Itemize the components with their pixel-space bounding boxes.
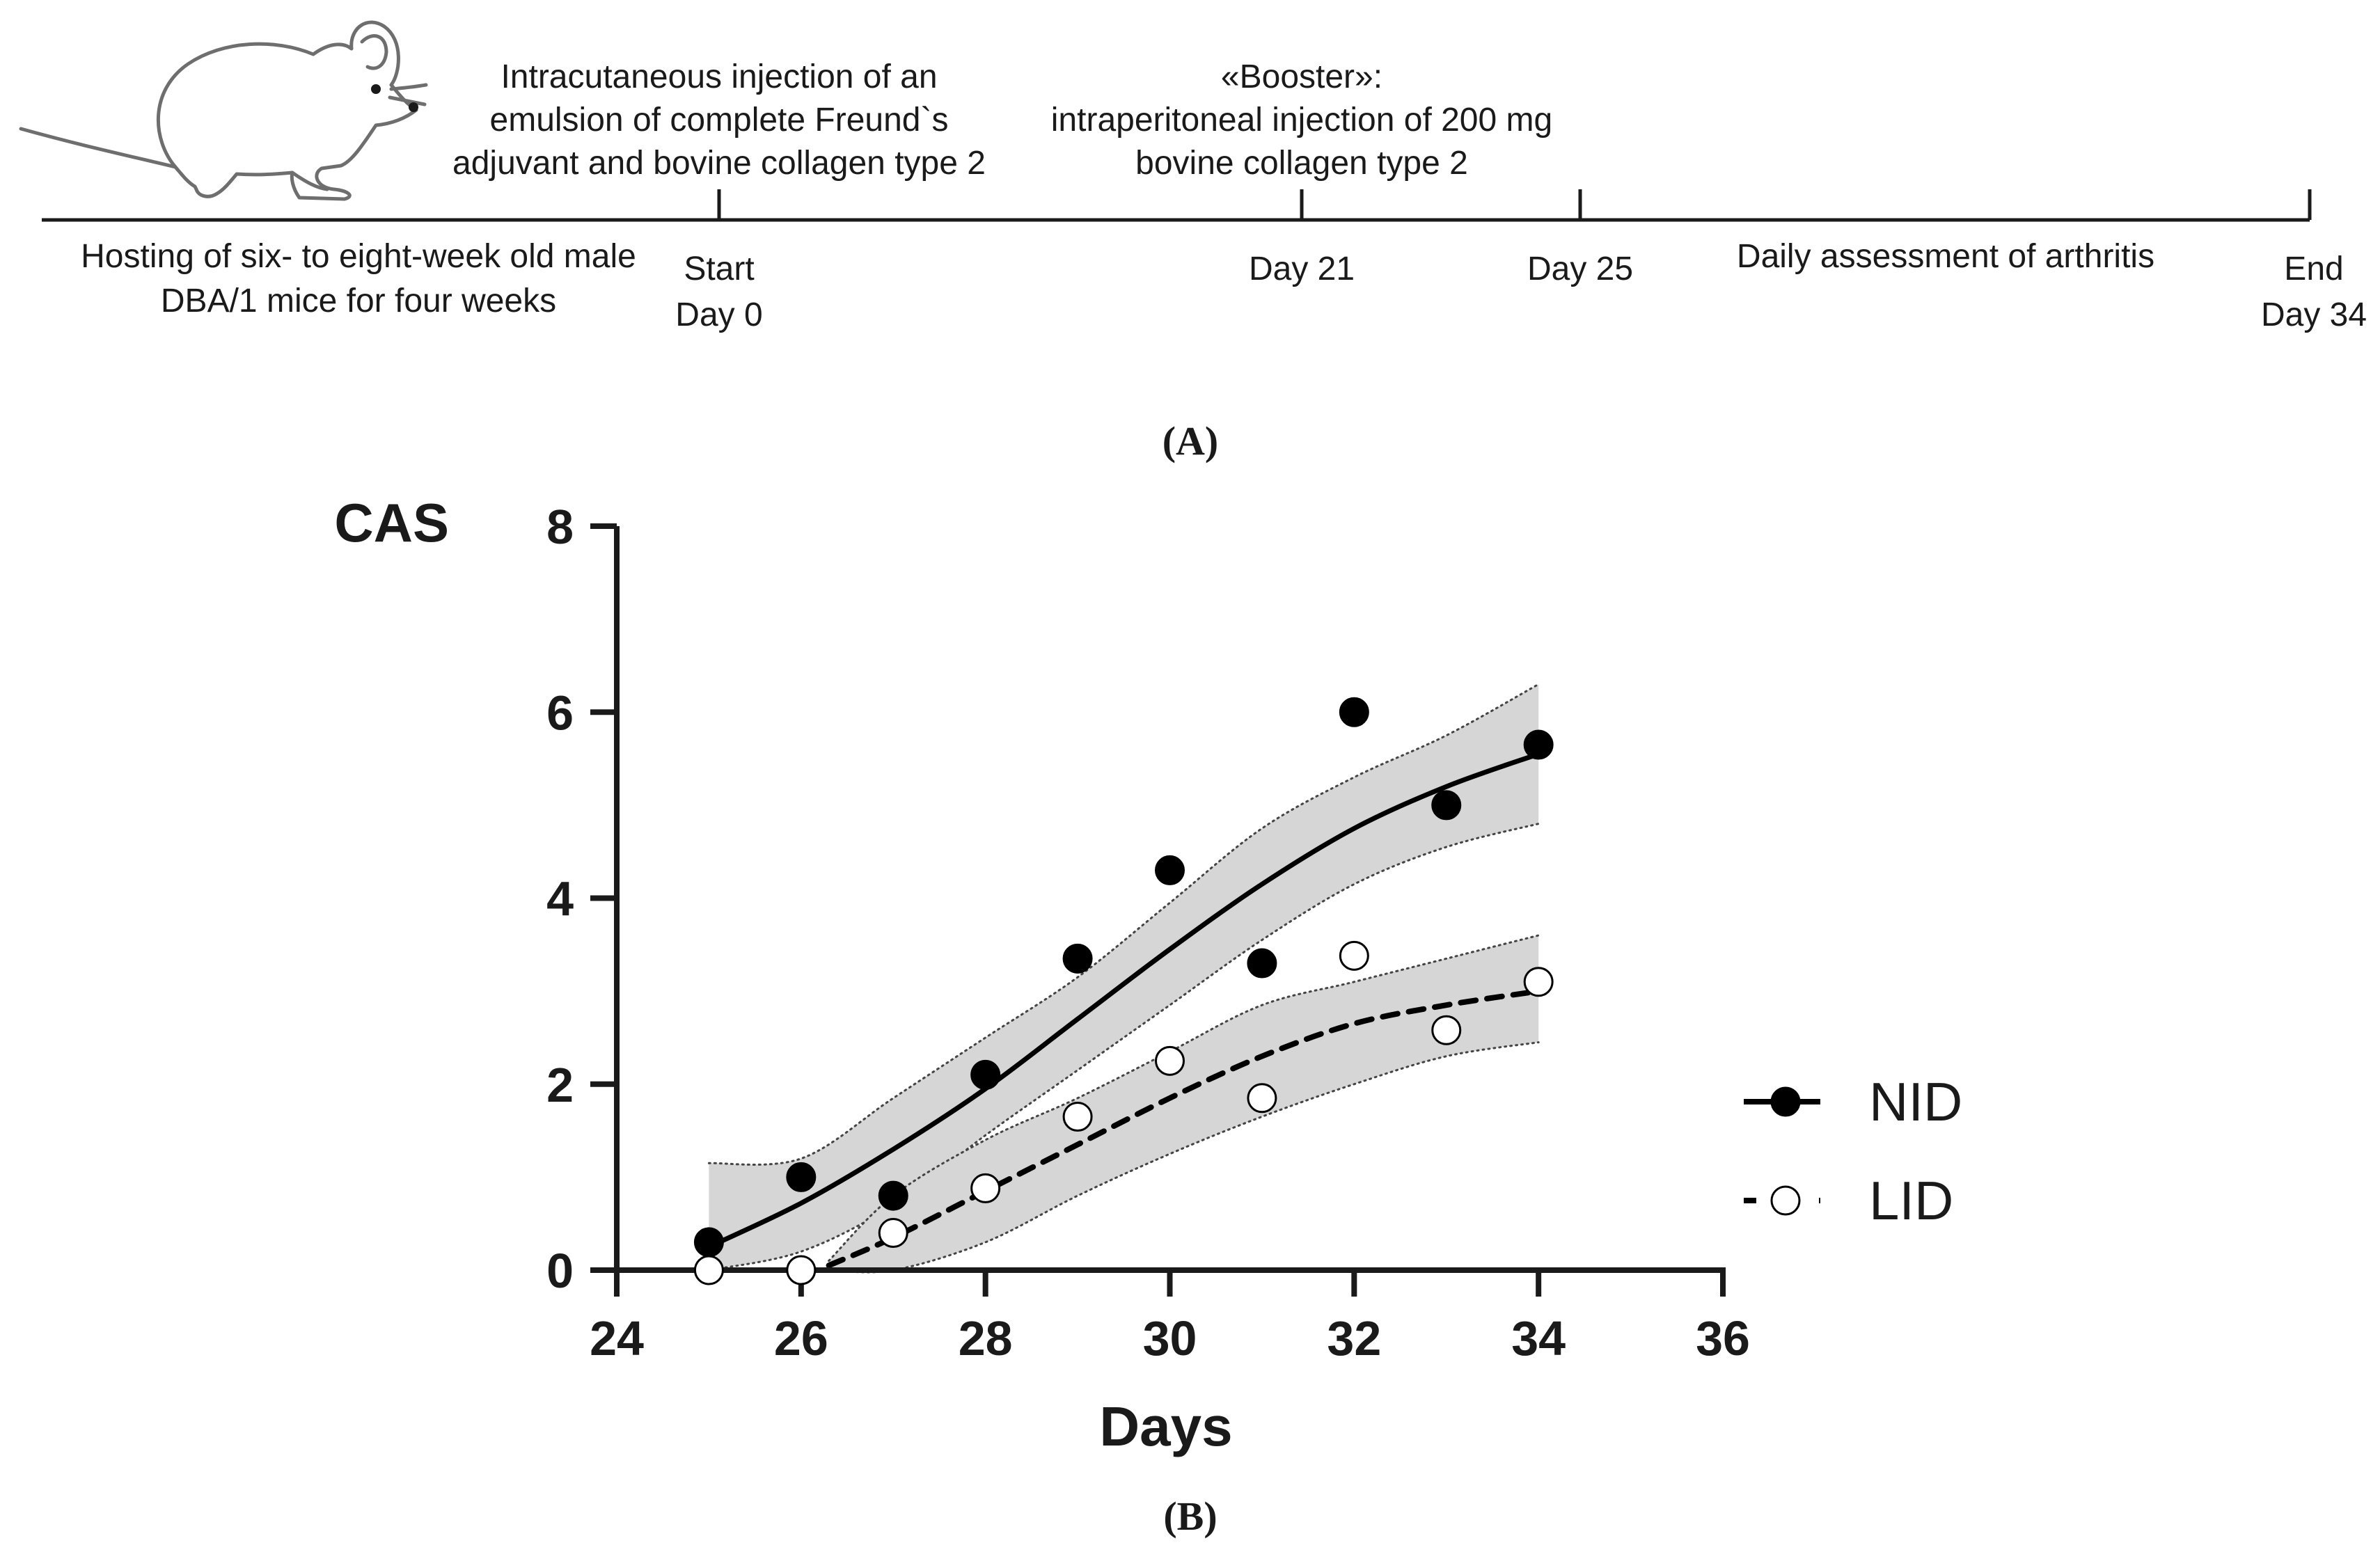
timeline-marker-label: Day 34 (2261, 296, 2367, 333)
timeline-marker-label: Day 0 (675, 296, 762, 333)
point-nid (1339, 697, 1369, 727)
x-tick-label: 30 (1143, 1311, 1197, 1365)
point-lid (693, 1255, 724, 1285)
y-tick-label: 0 (546, 1244, 574, 1298)
timeline-event-label: Intracutaneous injection of an (501, 58, 937, 95)
point-nid (1247, 948, 1277, 979)
x-axis-label: Days (1099, 1395, 1232, 1457)
timeline-marker-label: End (2284, 251, 2343, 287)
data-points (693, 697, 1554, 1285)
legend-label-lid: LID (1869, 1170, 1953, 1231)
mouse-icon (19, 20, 428, 201)
point-nid (1155, 855, 1185, 885)
band-upper-nid (707, 683, 1540, 1166)
point-lid (1523, 967, 1554, 997)
x-tick-label: 28 (959, 1311, 1013, 1365)
mouse-eye (371, 84, 381, 94)
legend-label-nid: NID (1869, 1071, 1962, 1132)
timeline-event-label: «Booster»: (1221, 58, 1382, 95)
fit-line-lid (826, 988, 1542, 1269)
fit-line-nid (706, 751, 1541, 1250)
y-tick-label: 8 (546, 500, 574, 554)
point-nid (693, 1227, 724, 1258)
y-tick-label: 6 (546, 686, 574, 740)
chart-legend: NID LID (1744, 1071, 1962, 1231)
timeline-marker-label: Start (684, 251, 754, 287)
point-nid (878, 1180, 908, 1211)
legend-marker-nid (1770, 1086, 1801, 1117)
point-lid (786, 1255, 817, 1285)
point-lid (1339, 940, 1369, 971)
point-nid (1523, 729, 1554, 760)
timeline-description: Hosting of six- to eight-week old male (81, 238, 636, 275)
timeline-description: Daily assessment of arthritis (1737, 238, 2154, 275)
x-tick-label: 26 (774, 1311, 828, 1365)
point-nid (786, 1162, 817, 1192)
band-lower-nid (707, 823, 1540, 1272)
timeline-ticks (717, 189, 2312, 220)
fit-lines (706, 751, 1542, 1269)
timeline-labels: Start Day 0 Day 21 Day 25 End Day 34 Intracuta… (81, 58, 2367, 333)
legend-marker-lid (1770, 1185, 1801, 1216)
point-lid (1155, 1045, 1185, 1076)
point-lid (1247, 1083, 1277, 1114)
point-lid (1431, 1015, 1462, 1045)
point-nid (1062, 943, 1093, 974)
point-nid (1431, 790, 1462, 821)
timeline-event-label: bovine collagen type 2 (1135, 145, 1468, 182)
x-tick-label: 36 (1696, 1311, 1750, 1365)
timeline-event-label: emulsion of complete Freund`s (490, 102, 949, 138)
y-axis-label: CAS (334, 492, 449, 553)
x-tick-label: 32 (1327, 1311, 1381, 1365)
point-lid (1062, 1102, 1093, 1132)
mouse-nose (409, 102, 418, 112)
point-nid (970, 1059, 1001, 1090)
timeline-marker-label: Day 25 (1527, 251, 1633, 287)
timeline-description: DBA/1 mice for four weeks (161, 283, 556, 319)
point-lid (970, 1173, 1001, 1203)
confidence-band-nid (709, 684, 1539, 1270)
y-tick-label: 4 (546, 872, 574, 926)
timeline-marker-label: Day 21 (1249, 251, 1355, 287)
band-lower-lid (828, 1041, 1540, 1274)
band-upper-lid (828, 934, 1540, 1262)
x-tick-label: 34 (1511, 1311, 1566, 1365)
y-tick-label: 2 (546, 1058, 574, 1112)
point-lid (878, 1218, 908, 1249)
panel-a-caption: (A) (1163, 418, 1219, 464)
timeline-event-label: intraperitoneal injection of 200 mg (1051, 102, 1552, 138)
x-tick-label: 24 (590, 1311, 644, 1365)
panel-a: Start Day 0 Day 21 Day 25 End Day 34 Intracuta… (19, 20, 2367, 464)
timeline-event-label: adjuvant and bovine collagen type 2 (452, 145, 986, 182)
panel-b-caption: (B) (1163, 1494, 1217, 1539)
